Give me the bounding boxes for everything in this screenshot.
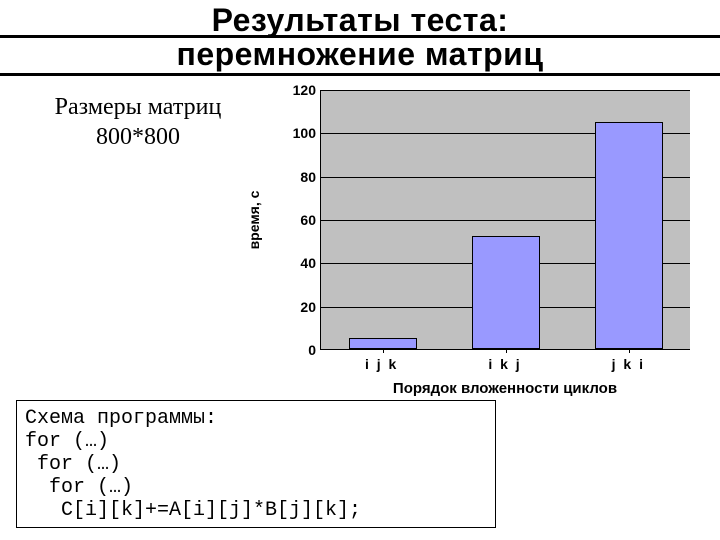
y-tick-label: 20 — [270, 299, 316, 315]
x-tick-label: i j k — [322, 356, 442, 372]
title-line-2: перемножение матриц — [0, 38, 720, 72]
bar — [349, 338, 417, 349]
y-tick-label: 40 — [270, 255, 316, 271]
matrix-size-line-1: Размеры матриц — [28, 92, 248, 122]
matrix-size-label: Размеры матриц 800*800 — [28, 92, 248, 152]
code-line-4: for (…) — [25, 476, 133, 499]
slide-title: Результаты теста: перемножение матриц — [0, 4, 720, 76]
title-divider-2 — [0, 73, 720, 76]
code-line-3: for (…) — [25, 453, 121, 476]
y-tick-label: 0 — [270, 342, 316, 358]
gridline — [321, 90, 690, 91]
y-axis-label: время, с — [246, 191, 262, 250]
bar — [595, 122, 663, 350]
title-line-1: Результаты теста: — [0, 4, 720, 38]
bar — [472, 236, 540, 349]
x-axis-label: Порядок вложенности циклов — [320, 380, 690, 397]
bar-chart: время, с Порядок вложенности циклов 0204… — [260, 90, 700, 400]
x-tick-mark — [383, 349, 384, 353]
x-tick-label: j k i — [568, 356, 688, 372]
plot-area — [320, 90, 690, 350]
x-tick-mark — [629, 349, 630, 353]
slide: Результаты теста: перемножение матриц Ра… — [0, 0, 720, 540]
code-scheme: Схема программы: for (…) for (…) for (…)… — [16, 400, 496, 528]
code-line-1: Схема программы: — [25, 407, 217, 430]
y-tick-label: 100 — [270, 125, 316, 141]
x-tick-label: i k j — [445, 356, 565, 372]
code-line-2: for (…) — [25, 430, 109, 453]
matrix-size-line-2: 800*800 — [28, 122, 248, 152]
x-tick-mark — [506, 349, 507, 353]
y-tick-label: 60 — [270, 212, 316, 228]
y-tick-label: 80 — [270, 169, 316, 185]
code-line-5: C[i][k]+=A[i][j]*B[j][k]; — [25, 499, 361, 522]
y-tick-label: 120 — [270, 82, 316, 98]
